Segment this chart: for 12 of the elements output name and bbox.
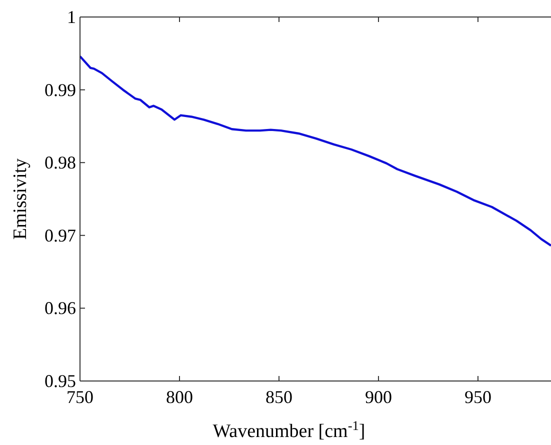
y-axis-title: Emissivity	[10, 158, 31, 240]
x-axis-title: Wavenumber [cm$^{-1}$]	[212, 418, 366, 442]
line-series	[78, 55, 551, 247]
y-tick-label: 0.99	[44, 80, 76, 100]
x-tick-label: 800	[166, 387, 193, 407]
y-tick-label: 0.96	[44, 298, 76, 318]
y-tick-label: 0.97	[44, 225, 76, 246]
x-tick-label: 900	[364, 387, 392, 407]
y-tick-label: 0.98	[44, 152, 76, 173]
x-tick-label: 950	[464, 387, 492, 407]
y-tick-label: 1	[67, 7, 76, 27]
x-tick-label: 850	[265, 387, 292, 407]
